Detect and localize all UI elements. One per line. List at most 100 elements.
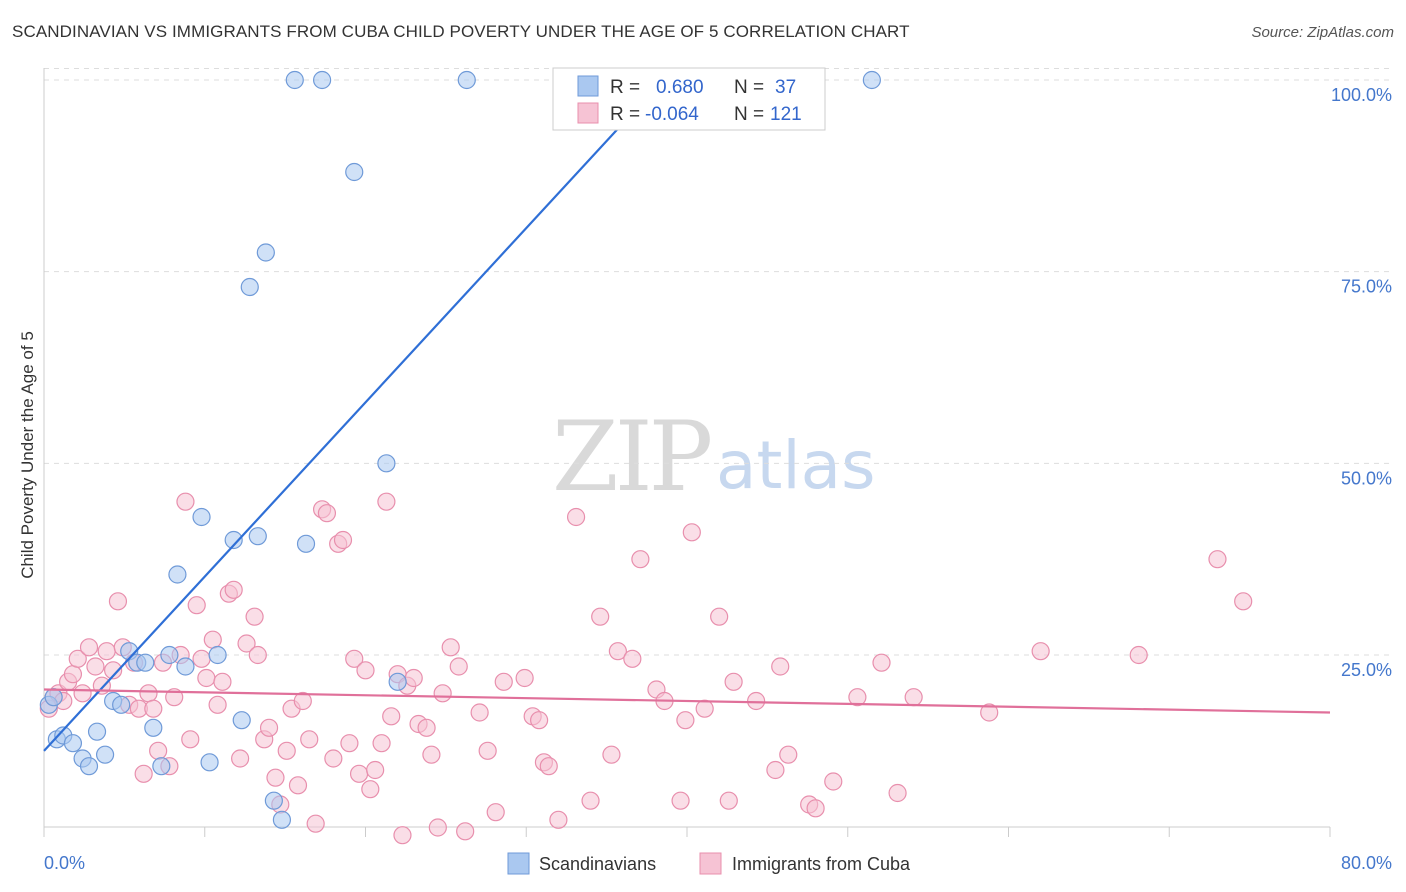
point-immigrants-from-cuba bbox=[824, 772, 843, 791]
bottom-legend: Scandinavians Immigrants from Cuba bbox=[507, 852, 911, 875]
point-immigrants-from-cuba bbox=[872, 653, 891, 672]
point-immigrants-from-cuba bbox=[372, 734, 391, 753]
series-scandinavians-points bbox=[39, 70, 881, 829]
point-immigrants-from-cuba bbox=[231, 749, 250, 768]
point-immigrants-from-cuba bbox=[1031, 642, 1050, 661]
point-immigrants-from-cuba bbox=[888, 783, 907, 803]
gridlines bbox=[44, 68, 1392, 656]
point-immigrants-from-cuba bbox=[324, 749, 343, 768]
point-immigrants-from-cuba bbox=[245, 607, 264, 626]
point-scandinavians bbox=[272, 810, 292, 829]
point-immigrants-from-cuba bbox=[539, 757, 558, 776]
y-tick-label: 50.0% bbox=[1341, 468, 1392, 488]
point-immigrants-from-cuba bbox=[366, 760, 385, 780]
point-immigrants-from-cuba bbox=[449, 657, 468, 676]
stats-legend-n-value: 121 bbox=[770, 104, 802, 125]
stats-legend-swatch-scandinavians bbox=[577, 75, 599, 97]
point-immigrants-from-cuba bbox=[192, 649, 211, 668]
y-axis-label: Child Poverty Under the Age of 5 bbox=[18, 331, 37, 579]
point-scandinavians bbox=[232, 711, 251, 730]
point-immigrants-from-cuba bbox=[724, 672, 743, 691]
watermark-zip: ZIP bbox=[552, 401, 711, 513]
point-scandinavians bbox=[264, 791, 283, 810]
point-immigrants-from-cuba bbox=[806, 799, 825, 818]
point-scandinavians bbox=[345, 162, 364, 182]
point-immigrants-from-cuba bbox=[779, 745, 798, 764]
point-immigrants-from-cuba bbox=[144, 699, 163, 718]
point-immigrants-from-cuba bbox=[848, 688, 867, 707]
chart-title: SCANDINAVIAN VS IMMIGRANTS FROM CUBA CHI… bbox=[12, 22, 910, 41]
bottom-legend-swatch-scandinavians bbox=[507, 852, 530, 875]
point-immigrants-from-cuba bbox=[181, 730, 200, 749]
point-immigrants-from-cuba bbox=[566, 507, 586, 527]
point-immigrants-from-cuba bbox=[63, 665, 83, 684]
point-scandinavians bbox=[224, 530, 243, 550]
point-immigrants-from-cuba bbox=[904, 688, 923, 707]
point-immigrants-from-cuba bbox=[602, 745, 621, 764]
point-scandinavians bbox=[176, 657, 195, 676]
x-tick-marks bbox=[43, 827, 1331, 837]
point-immigrants-from-cuba bbox=[149, 741, 168, 760]
stats-legend-swatch-immigrants-from-cuba bbox=[577, 102, 599, 124]
point-immigrants-from-cuba bbox=[333, 530, 353, 550]
point-immigrants-from-cuba bbox=[1234, 592, 1253, 611]
point-immigrants-from-cuba bbox=[581, 791, 600, 810]
point-immigrants-from-cuba bbox=[428, 818, 447, 837]
point-scandinavians bbox=[296, 534, 316, 553]
y-tick-label: 100.0% bbox=[1331, 85, 1392, 105]
stats-legend-n-label: N = bbox=[734, 104, 764, 125]
stats-legend: R = 0.680 N = 37 R = -0.064 N = 121 bbox=[552, 67, 826, 131]
point-immigrants-from-cuba bbox=[139, 684, 158, 703]
point-immigrants-from-cuba bbox=[197, 668, 216, 688]
point-scandinavians bbox=[192, 507, 211, 527]
bottom-legend-label-scandinavians: Scandinavians bbox=[539, 854, 656, 874]
point-immigrants-from-cuba bbox=[79, 638, 99, 657]
point-immigrants-from-cuba bbox=[433, 684, 452, 703]
point-immigrants-from-cuba bbox=[237, 634, 256, 653]
point-immigrants-from-cuba bbox=[73, 684, 92, 703]
point-immigrants-from-cuba bbox=[623, 649, 642, 668]
point-immigrants-from-cuba bbox=[300, 730, 319, 749]
point-immigrants-from-cuba bbox=[134, 764, 153, 783]
bottom-legend-swatch-immigrants-from-cuba bbox=[699, 852, 722, 875]
point-scandinavians bbox=[312, 70, 332, 90]
point-immigrants-from-cuba bbox=[203, 630, 222, 649]
point-scandinavians bbox=[285, 70, 304, 90]
point-scandinavians bbox=[144, 718, 163, 737]
point-immigrants-from-cuba bbox=[259, 718, 279, 737]
point-immigrants-from-cuba bbox=[404, 668, 423, 688]
y-tick-labels: 25.0% 50.0% 75.0% 100.0% bbox=[1331, 85, 1392, 680]
point-immigrants-from-cuba bbox=[306, 814, 325, 833]
stats-legend-r-value: 0.680 bbox=[656, 77, 704, 98]
point-scandinavians bbox=[44, 688, 63, 707]
point-immigrants-from-cuba bbox=[980, 703, 999, 722]
stats-legend-n-value: 37 bbox=[775, 77, 796, 98]
point-immigrants-from-cuba bbox=[361, 780, 380, 799]
point-immigrants-from-cuba bbox=[248, 645, 267, 665]
point-scandinavians bbox=[87, 722, 107, 741]
point-immigrants-from-cuba bbox=[456, 822, 475, 841]
point-scandinavians bbox=[248, 527, 267, 546]
x-tick-label-min: 0.0% bbox=[44, 853, 85, 873]
point-immigrants-from-cuba bbox=[345, 649, 364, 668]
point-scandinavians bbox=[388, 672, 407, 691]
point-scandinavians bbox=[256, 243, 275, 262]
point-immigrants-from-cuba bbox=[266, 768, 285, 787]
point-immigrants-from-cuba bbox=[549, 810, 568, 829]
point-scandinavians bbox=[95, 745, 115, 764]
point-scandinavians bbox=[200, 753, 219, 772]
point-immigrants-from-cuba bbox=[747, 691, 766, 711]
point-scandinavians bbox=[136, 653, 155, 672]
point-scandinavians bbox=[457, 70, 476, 90]
point-immigrants-from-cuba bbox=[340, 734, 359, 753]
point-immigrants-from-cuba bbox=[695, 699, 714, 718]
point-immigrants-from-cuba bbox=[356, 661, 375, 680]
point-immigrants-from-cuba bbox=[631, 550, 650, 569]
point-immigrants-from-cuba bbox=[187, 596, 206, 615]
point-immigrants-from-cuba bbox=[393, 826, 412, 845]
point-immigrants-from-cuba bbox=[417, 718, 436, 737]
stats-legend-r-value: -0.064 bbox=[645, 104, 699, 125]
point-scandinavians bbox=[377, 454, 396, 473]
